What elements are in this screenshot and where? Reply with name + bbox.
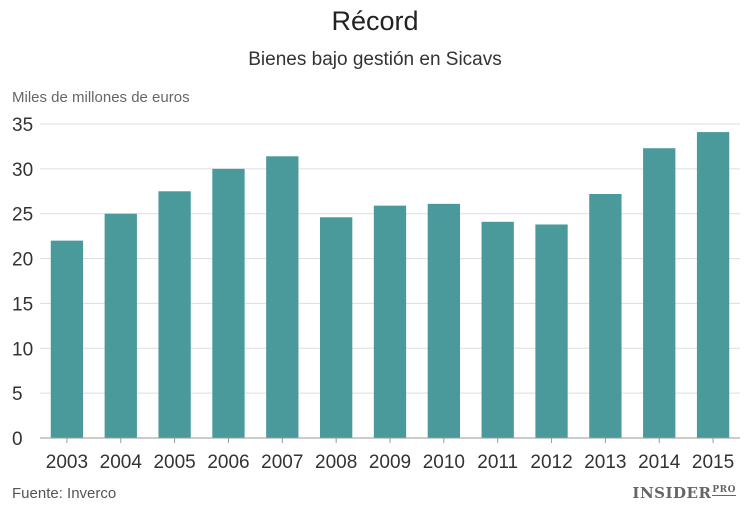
- insider-pro-logo: INSIDERPRO: [632, 484, 736, 502]
- bar: [320, 217, 353, 438]
- x-tick-label: 2004: [100, 452, 143, 473]
- bar: [696, 132, 730, 438]
- bar: [373, 205, 407, 438]
- bar: [427, 203, 460, 438]
- bar: [212, 168, 245, 438]
- x-tick-label: 2009: [369, 452, 411, 473]
- bar: [266, 156, 299, 438]
- logo-main-text: INSIDER: [632, 484, 712, 502]
- chart-subtitle: Bienes bajo gestión en Sicavs: [248, 49, 502, 70]
- bar: [481, 221, 514, 438]
- y-tick-label: 25: [12, 205, 33, 226]
- y-tick-label: 20: [12, 250, 33, 271]
- chart-title: Récord: [331, 6, 419, 36]
- x-tick-label: 2011: [477, 452, 518, 473]
- y-tick-label: 30: [12, 160, 33, 181]
- x-tick-label: 2010: [423, 452, 465, 473]
- bar: [535, 224, 568, 438]
- bar: [50, 240, 84, 438]
- y-tick-label: 5: [12, 384, 23, 405]
- x-tick-label: 2013: [584, 452, 626, 473]
- y-axis-label: Miles de millones de euros: [12, 89, 190, 106]
- y-tick-label: 15: [12, 294, 33, 315]
- y-tick-label: 35: [12, 115, 33, 136]
- x-tick-label: 2014: [638, 452, 681, 473]
- source-note: Fuente: Inverco: [12, 485, 117, 502]
- x-tick-label: 2006: [207, 452, 249, 473]
- x-tick-label: 2007: [261, 452, 303, 473]
- logo-sub-text: PRO: [712, 485, 736, 496]
- bar: [104, 213, 137, 438]
- x-tick-label: 2005: [153, 452, 195, 473]
- x-tick-label: 2015: [692, 452, 734, 473]
- x-tick-label: 2003: [46, 452, 88, 473]
- x-tick-label: 2012: [530, 452, 572, 473]
- y-tick-label: 0: [12, 429, 23, 450]
- y-tick-label: 10: [12, 339, 33, 360]
- bar: [158, 191, 191, 438]
- x-tick-label: 2008: [315, 452, 357, 473]
- bar: [643, 148, 676, 439]
- bar: [589, 193, 622, 438]
